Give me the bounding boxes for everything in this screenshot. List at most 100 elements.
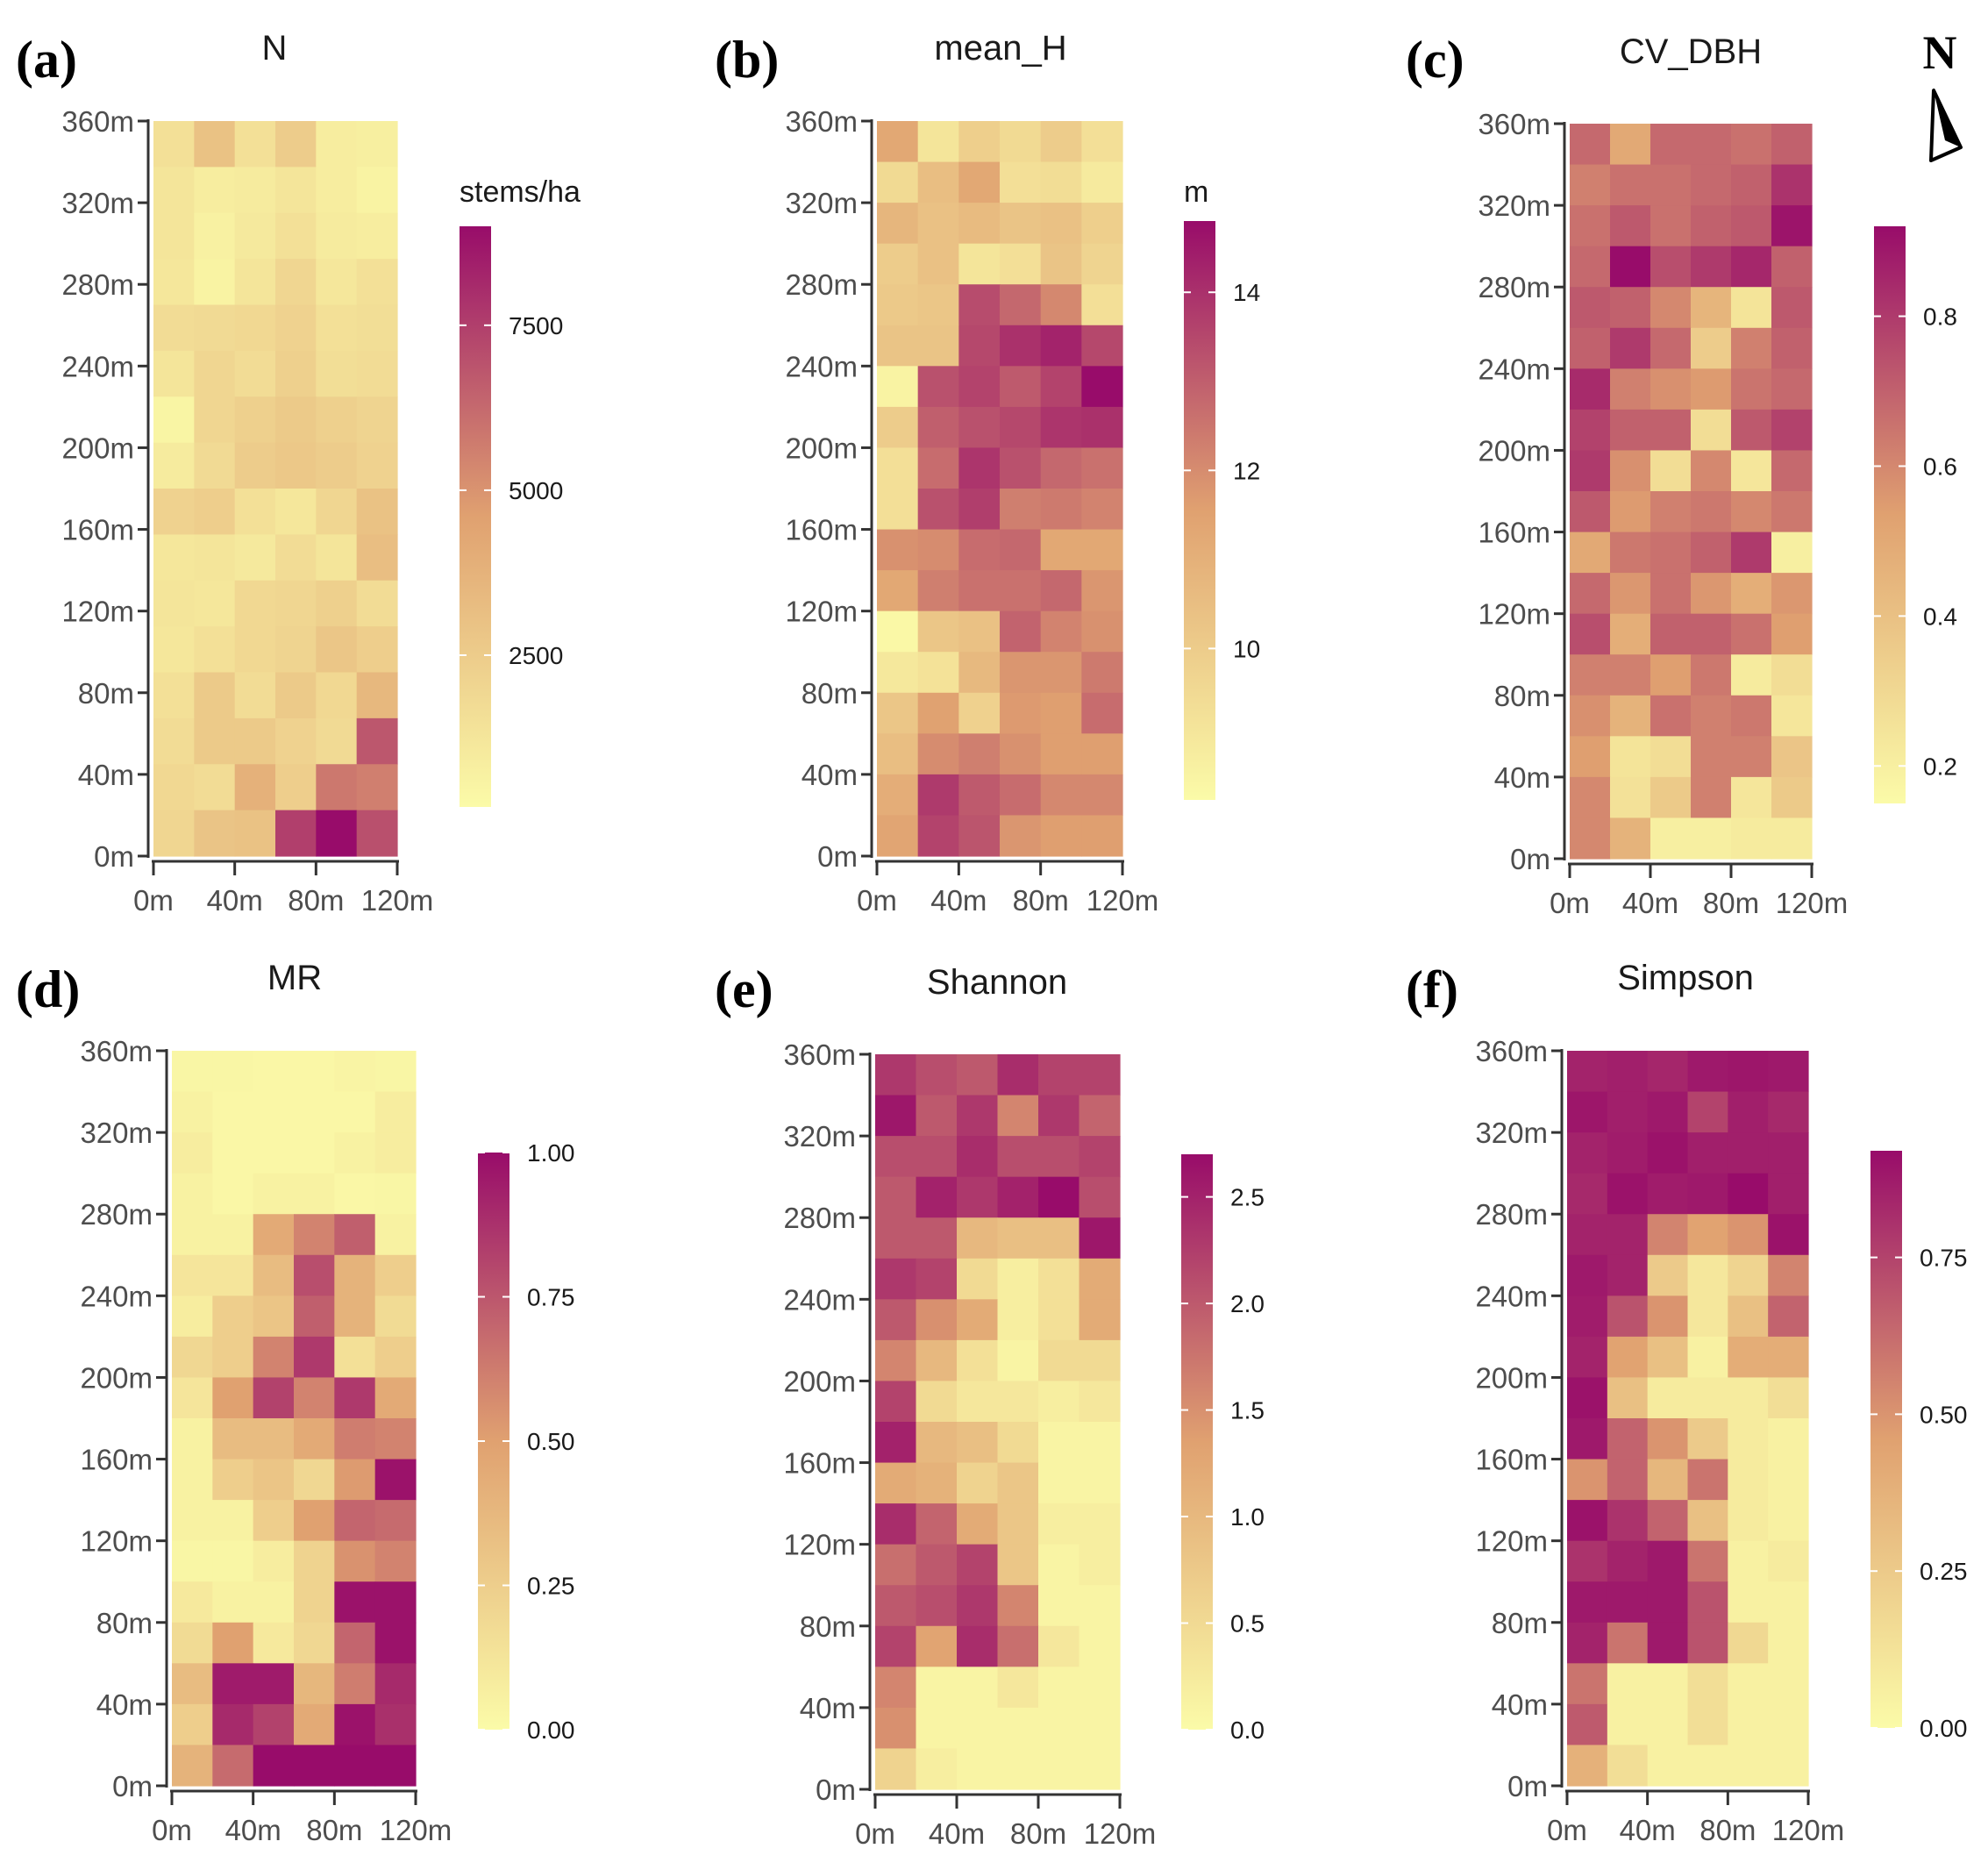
heatmap-cell xyxy=(1731,736,1772,778)
panel-title: MR xyxy=(267,959,322,997)
heatmap-cell xyxy=(1768,1377,1809,1419)
heatmap-cell xyxy=(294,1214,335,1256)
north-arrow-icon xyxy=(1929,89,1963,162)
heatmap-cell xyxy=(1731,613,1772,655)
heatmap-cell xyxy=(1687,1745,1728,1787)
legend-tick-label: 0.00 xyxy=(1920,1715,1968,1742)
y-tick-label: 160m xyxy=(61,514,134,546)
heatmap-cell xyxy=(875,1585,917,1627)
heatmap-cell xyxy=(1687,1663,1728,1705)
heatmap-cell xyxy=(153,442,195,489)
y-tick-label: 40m xyxy=(802,759,858,791)
heatmap-cell xyxy=(212,1500,254,1542)
heatmap-cell xyxy=(1000,774,1042,817)
heatmap-cell xyxy=(1040,366,1082,408)
heatmap-cell xyxy=(1771,287,1813,329)
heatmap-cell xyxy=(334,1173,376,1215)
heatmap-cell xyxy=(334,1663,376,1705)
heatmap-cell xyxy=(958,815,1001,857)
heatmap-cell xyxy=(1687,1051,1728,1093)
y-tick-label: 40m xyxy=(800,1692,856,1724)
heatmap-cell xyxy=(917,284,959,326)
heatmap-cell xyxy=(1647,1051,1689,1093)
heatmap-cell xyxy=(1691,654,1732,696)
heatmap-cell xyxy=(234,167,276,214)
heatmap-cell xyxy=(997,1217,1039,1260)
heatmap-cell xyxy=(1650,246,1692,288)
heatmap-cell xyxy=(1000,610,1042,653)
y-tick-label: 200m xyxy=(783,1365,856,1397)
heatmap-cell xyxy=(374,1663,417,1705)
heatmap-cell xyxy=(316,442,358,489)
heatmap-cell xyxy=(356,442,398,489)
heatmap-cell xyxy=(1607,1622,1649,1664)
heatmap-cell xyxy=(356,350,398,397)
heatmap-cell xyxy=(917,406,959,449)
heatmap-cell xyxy=(172,1581,213,1624)
heatmap-cell xyxy=(1610,450,1651,492)
heatmap-cell xyxy=(153,396,195,444)
heatmap-cell xyxy=(916,1707,958,1750)
heatmap-cell xyxy=(356,212,398,260)
heatmap-cell xyxy=(1731,695,1772,737)
legend-colorbar xyxy=(460,226,491,807)
heatmap-cell xyxy=(1079,1667,1121,1709)
heatmap-cell xyxy=(877,406,919,449)
heatmap-cell xyxy=(253,1581,295,1624)
heatmap-cell xyxy=(1079,1258,1121,1300)
heatmap-cell xyxy=(1768,1500,1809,1542)
heatmap-cell xyxy=(958,610,1001,653)
heatmap-cell xyxy=(1038,1503,1080,1545)
heatmap-cell xyxy=(194,259,236,306)
heatmap-cell xyxy=(253,1214,295,1256)
heatmap-cell xyxy=(1570,491,1611,533)
y-tick-label: 200m xyxy=(80,1361,153,1394)
heatmap-cell xyxy=(275,396,317,444)
x-tick-label: 80m xyxy=(288,884,344,917)
heatmap-cell xyxy=(1650,450,1692,492)
heatmap-cell xyxy=(1771,736,1813,778)
x-tick-label: 0m xyxy=(855,1817,895,1850)
heatmap-cell xyxy=(1687,1336,1728,1379)
heatmap-cell xyxy=(1691,736,1732,778)
heatmap-cell xyxy=(316,350,358,397)
heatmap-cell xyxy=(1079,1054,1121,1096)
x-tick-label: 120m xyxy=(1087,884,1159,917)
legend-tick-label: 0.00 xyxy=(527,1717,575,1744)
panel-b: (b) mean_H0m40m80m120m160m200m240m280m320… xyxy=(715,29,1260,917)
heatmap-cell xyxy=(916,1176,958,1218)
y-tick-label: 160m xyxy=(1475,1444,1548,1476)
heatmap-cell xyxy=(1081,325,1123,367)
heatmap-cell xyxy=(172,1745,213,1787)
legend-tick-label: 0.8 xyxy=(1923,303,1957,331)
heatmap-cell xyxy=(374,1377,417,1419)
heatmap-cell xyxy=(1040,406,1082,449)
heatmap-cell xyxy=(334,1703,376,1746)
legend-tick-label: 1.00 xyxy=(527,1139,575,1167)
y-tick-label: 40m xyxy=(1494,761,1550,794)
heatmap-cell xyxy=(1650,124,1692,166)
heatmap-cell xyxy=(916,1422,958,1464)
heatmap-cell xyxy=(957,1585,999,1627)
heatmap-cell xyxy=(1691,205,1732,247)
heatmap-cell xyxy=(1650,532,1692,574)
heatmap-cell xyxy=(1650,654,1692,696)
heatmap-cell xyxy=(356,717,398,765)
heatmap-cell xyxy=(877,489,919,531)
heatmap-cell xyxy=(916,1503,958,1545)
heatmap-cell xyxy=(153,764,195,811)
heatmap-cell xyxy=(997,1176,1039,1218)
heatmap-cell xyxy=(1731,532,1772,574)
heatmap-cell xyxy=(916,1544,958,1586)
heatmap-cell xyxy=(275,489,317,535)
heatmap-cell xyxy=(1570,573,1611,615)
heatmap-cell xyxy=(1691,246,1732,288)
heatmap-cell xyxy=(1691,776,1732,819)
heatmap-cell xyxy=(1040,692,1082,734)
heatmap-cell xyxy=(253,1336,295,1379)
heatmap-cell xyxy=(1687,1377,1728,1419)
heatmap-cell xyxy=(875,1258,917,1300)
heatmap-cell xyxy=(1567,1091,1608,1133)
heatmap-cell xyxy=(1081,366,1123,408)
heatmap-cell xyxy=(958,529,1001,571)
